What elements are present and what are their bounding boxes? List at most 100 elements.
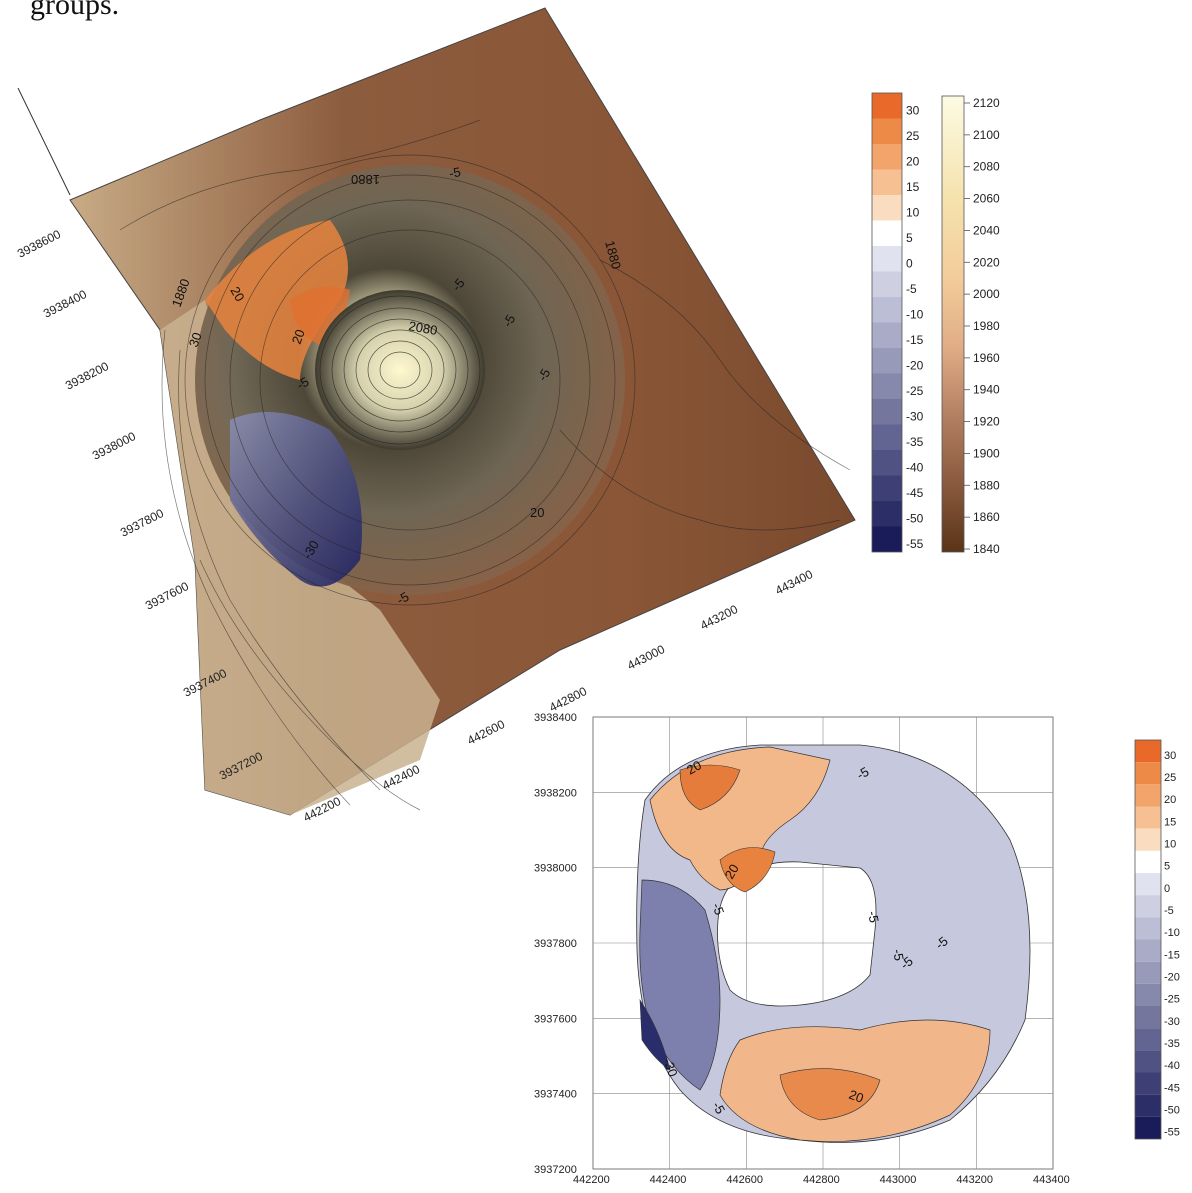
anomaly-legend-label: -55 <box>906 537 924 551</box>
plan-x-tick-label: 442800 <box>803 1174 840 1186</box>
plan-legend-label: 20 <box>1164 794 1176 806</box>
elevation-legend-label: 2080 <box>973 160 1000 174</box>
anomaly-legend-label: 0 <box>906 257 913 271</box>
plan-map-ticks: 3938400 3938200 3938000 3937800 3937600 39374… <box>534 712 1070 1186</box>
anomaly-legend-swatch <box>872 322 902 348</box>
surface-contour-label: 1880 <box>351 172 380 187</box>
anomaly-legend-label: -40 <box>906 461 924 475</box>
elevation-legend-label: 2100 <box>973 128 1000 142</box>
surface-easting-label: 443200 <box>698 602 740 633</box>
plan-x-tick-label: 443400 <box>1033 1174 1070 1186</box>
anomaly-legend-label: -10 <box>906 308 924 322</box>
surface-easting-label: 443400 <box>773 567 815 598</box>
plan-contour-label: 20 <box>684 757 704 777</box>
surface-northing-label: 3938200 <box>63 359 111 393</box>
plan-contour-label: 20 <box>722 861 742 881</box>
summit-dome <box>315 290 485 450</box>
plan-legend-label: -30 <box>1164 1016 1180 1028</box>
plan-legend-label: -40 <box>1164 1060 1180 1072</box>
plan-legend-swatch <box>1135 1094 1161 1117</box>
summit-contours <box>319 295 481 445</box>
vertical-axis-line <box>17 87 71 196</box>
plan-contour-label: 20 <box>847 1087 866 1106</box>
plan-negative-w-core <box>639 998 671 1071</box>
plan-legend-label: -5 <box>1164 905 1174 917</box>
plan-legend-label: -45 <box>1164 1082 1180 1094</box>
plan-legend-label: -55 <box>1164 1127 1180 1139</box>
elevation-legend-label: 2120 <box>973 96 1000 110</box>
plan-positive-s-core <box>779 1068 881 1121</box>
plan-legend-swatch <box>1135 895 1161 918</box>
plan-legend-label: -50 <box>1164 1105 1180 1117</box>
anomaly-legend-swatch <box>872 246 902 272</box>
plan-x-tick-label: 442600 <box>726 1174 763 1186</box>
plan-x-tick-label: 443200 <box>956 1174 993 1186</box>
plan-legend-swatch <box>1135 1050 1161 1073</box>
anomaly-legend-label: 15 <box>906 180 920 194</box>
plan-legend-swatch <box>1135 828 1161 851</box>
plan-legend-swatch <box>1135 740 1161 763</box>
plan-contour-label: -5 <box>709 901 727 917</box>
elevation-legend-labels: 2120 2100 2080 2060 2040 2020 2000 1980 1960 1940… <box>964 96 1000 556</box>
surface-contour-label: 1880 <box>602 239 624 271</box>
elevation-legend-label: 1900 <box>973 446 1000 460</box>
elevation-legend-label: 2020 <box>973 255 1000 269</box>
surface-northing-label: 3938400 <box>41 287 89 321</box>
plan-y-tick-label: 3938000 <box>534 863 577 875</box>
surface-northing-label: 3937800 <box>118 506 166 540</box>
elevation-legend-label: 2060 <box>973 192 1000 206</box>
anomaly-legend-swatch <box>872 399 902 425</box>
plan-legend-label: -25 <box>1164 994 1180 1006</box>
anomaly-legend-label: -5 <box>906 282 917 296</box>
anomaly-legend-label: -35 <box>906 435 924 449</box>
plan-legend-label: -15 <box>1164 949 1180 961</box>
plan-legend-swatch <box>1135 961 1161 984</box>
elevation-legend-label: 1880 <box>973 478 1000 492</box>
plan-legend-swatch <box>1135 806 1161 829</box>
plan-legend-swatch <box>1135 1028 1161 1051</box>
plan-legend-swatch <box>1135 762 1161 785</box>
plan-legend: 30 25 20 15 10 5 0 -5 -10 -15 -20 -25 -30 -35 -40 -45 -5… <box>1134 739 1180 1140</box>
surface-northing-label: 3937600 <box>143 579 191 613</box>
elevation-legend-label: 1840 <box>973 542 1000 556</box>
anomaly-legend-swatch <box>872 144 902 170</box>
surface-contour-label: -5 <box>448 164 462 181</box>
plan-legend-label: 25 <box>1164 772 1176 784</box>
anomaly-legend-swatch <box>872 220 902 246</box>
elevation-legend-label: 1940 <box>973 383 1000 397</box>
anomaly-legend-label: -45 <box>906 486 924 500</box>
plan-y-tick-label: 3937800 <box>534 938 577 950</box>
anomaly-legend-swatch <box>872 526 902 552</box>
anomaly-legend-swatch <box>872 271 902 297</box>
anomaly-legend-label: -20 <box>906 359 924 373</box>
caption-text: groups. <box>30 0 120 21</box>
surface-contour-label: 20 <box>289 327 308 346</box>
anomaly-legend-label: -30 <box>906 410 924 424</box>
anomaly-legend-label: 25 <box>906 129 920 143</box>
surface-contour-label: 20 <box>227 284 247 304</box>
anomaly-legend-label: 5 <box>906 231 913 245</box>
plan-x-tick-label: 442200 <box>573 1174 610 1186</box>
plan-legend-swatch <box>1135 850 1161 873</box>
plan-legend-swatch <box>1135 939 1161 962</box>
anomaly-legend-label: -25 <box>906 384 924 398</box>
plan-legend-swatch <box>1135 1006 1161 1029</box>
anomaly-legend: 30 25 20 15 10 5 0 -5 -10 -15 -20 -25 -30 -35 -40 -45 -5… <box>871 92 924 553</box>
elevation-legend-label: 1960 <box>973 351 1000 365</box>
elevation-legend-label: 1980 <box>973 319 1000 333</box>
anomaly-legend-label: 10 <box>906 206 920 220</box>
plan-legend-label: 0 <box>1164 883 1170 895</box>
plan-legend-swatch <box>1135 983 1161 1006</box>
ring-contours <box>119 119 851 811</box>
plan-contour-label: -30 <box>660 1056 681 1079</box>
plan-legend-swatch <box>1135 873 1161 896</box>
anomaly-legend-label: -50 <box>906 512 924 526</box>
plan-y-tick-label: 3937200 <box>534 1164 577 1176</box>
plan-positive-mid <box>719 847 776 893</box>
plan-y-tick-label: 3937600 <box>534 1013 577 1025</box>
anomaly-legend-swatch <box>872 348 902 374</box>
plan-legend-label: -35 <box>1164 1038 1180 1050</box>
